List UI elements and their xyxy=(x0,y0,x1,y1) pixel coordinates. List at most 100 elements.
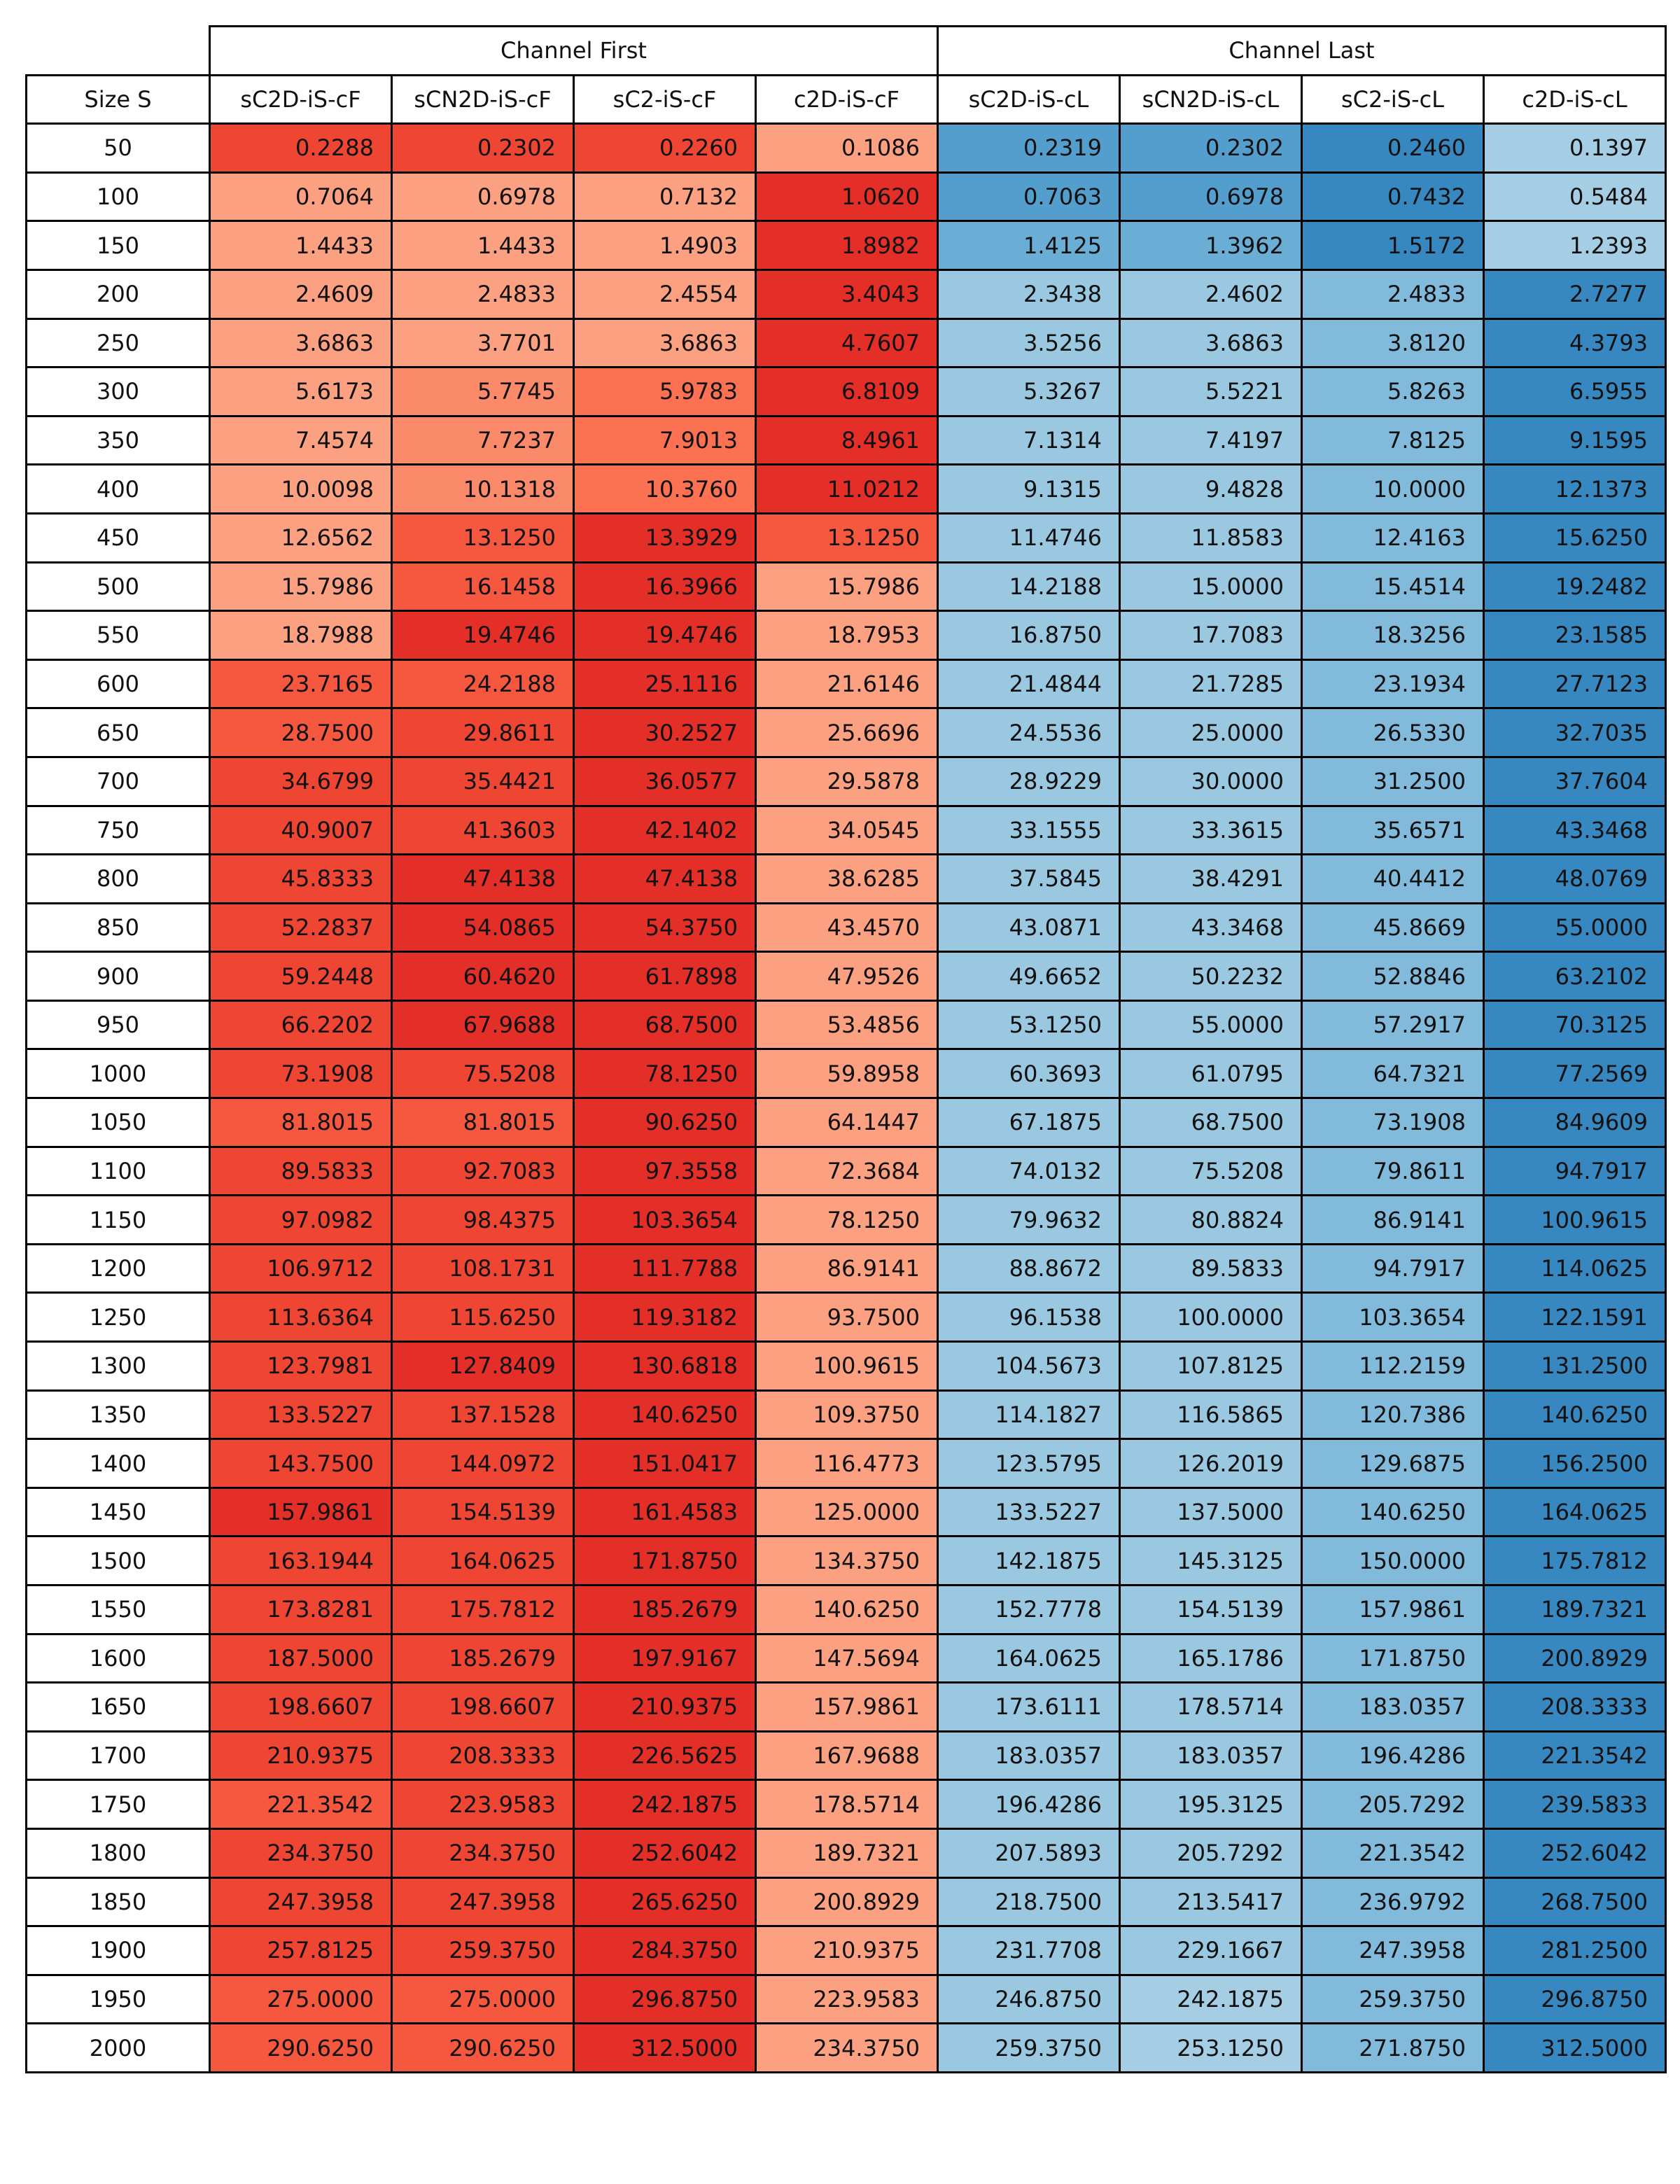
column-header: sC2D-iS-cF xyxy=(209,74,393,125)
value-cell: 9.1595 xyxy=(1483,414,1667,466)
value-cell: 55.0000 xyxy=(1119,999,1303,1051)
size-cell: 200 xyxy=(25,268,211,320)
size-cell: 1600 xyxy=(25,1632,211,1684)
table-row: 1450 157.9861 154.5139 161.4583 125.0000 133.… xyxy=(25,1486,1667,1538)
value-cell: 189.7321 xyxy=(1483,1584,1667,1635)
size-cell: 750 xyxy=(25,804,211,856)
value-cell: 231.7708 xyxy=(937,1925,1121,1976)
value-cell: 24.5536 xyxy=(937,707,1121,758)
value-cell: 114.1827 xyxy=(937,1389,1121,1441)
value-cell: 268.7500 xyxy=(1483,1876,1667,1928)
value-cell: 200.8929 xyxy=(1483,1632,1667,1684)
value-cell: 100.9615 xyxy=(1483,1194,1667,1245)
value-cell: 3.6863 xyxy=(1119,317,1303,369)
value-cell: 123.5795 xyxy=(937,1438,1121,1489)
value-cell: 221.3542 xyxy=(1301,1827,1485,1879)
value-cell: 18.7953 xyxy=(755,610,939,661)
value-cell: 259.3750 xyxy=(937,2022,1121,2073)
value-cell: 35.4421 xyxy=(391,755,575,807)
value-cell: 10.1318 xyxy=(391,463,575,514)
value-cell: 12.6562 xyxy=(209,512,393,564)
value-cell: 2.4833 xyxy=(1301,268,1485,320)
value-cell: 93.7500 xyxy=(755,1292,939,1343)
table-row: 1150 97.0982 98.4375 103.3654 78.1250 79.9632… xyxy=(25,1194,1667,1245)
size-cell: 1150 xyxy=(25,1194,211,1245)
table-row: 700 34.6799 35.4421 36.0577 29.5878 28.9229 30… xyxy=(25,755,1667,807)
value-cell: 33.3615 xyxy=(1119,804,1303,856)
value-cell: 24.2188 xyxy=(391,658,575,710)
value-cell: 16.3966 xyxy=(573,561,757,612)
value-cell: 45.8669 xyxy=(1301,902,1485,953)
value-cell: 143.7500 xyxy=(209,1438,393,1489)
value-cell: 25.1116 xyxy=(573,658,757,710)
value-cell: 61.7898 xyxy=(573,951,757,1002)
value-cell: 5.6173 xyxy=(209,366,393,417)
value-cell: 4.3793 xyxy=(1483,317,1667,369)
value-cell: 242.1875 xyxy=(573,1779,757,1830)
size-cell: 100 xyxy=(25,171,211,223)
value-cell: 200.8929 xyxy=(755,1876,939,1928)
value-cell: 86.9141 xyxy=(1301,1194,1485,1245)
size-cell: 700 xyxy=(25,755,211,807)
table-row: 1000 73.1908 75.5208 78.1250 59.8958 60.3693 6… xyxy=(25,1048,1667,1100)
group-header-channel-first: Channel First xyxy=(209,25,939,76)
column-header: sCN2D-iS-cF xyxy=(391,74,575,125)
size-cell: 950 xyxy=(25,999,211,1051)
value-cell: 50.2232 xyxy=(1119,951,1303,1002)
value-cell: 2.4554 xyxy=(573,268,757,320)
table-row: 1300 123.7981 127.8409 130.6818 100.9615 104.… xyxy=(25,1340,1667,1392)
value-cell: 42.1402 xyxy=(573,804,757,856)
table-row: 1400 143.7500 144.0972 151.0417 116.4773 123.… xyxy=(25,1438,1667,1489)
value-cell: 226.5625 xyxy=(573,1730,757,1782)
value-cell: 57.2917 xyxy=(1301,999,1485,1051)
table-row: 100 0.7064 0.6978 0.7132 1.0620 0.7063 0.6978 0… xyxy=(25,171,1667,223)
value-cell: 9.1315 xyxy=(937,463,1121,514)
value-cell: 7.7237 xyxy=(391,414,575,466)
value-cell: 290.6250 xyxy=(391,2022,575,2073)
value-cell: 140.6250 xyxy=(755,1584,939,1635)
value-cell: 1.4433 xyxy=(209,220,393,271)
value-cell: 3.6863 xyxy=(573,317,757,369)
value-cell: 59.2448 xyxy=(209,951,393,1002)
value-cell: 1.2393 xyxy=(1483,220,1667,271)
value-cell: 253.1250 xyxy=(1119,2022,1303,2073)
value-cell: 28.9229 xyxy=(937,755,1121,807)
size-cell: 150 xyxy=(25,220,211,271)
value-cell: 130.6818 xyxy=(573,1340,757,1392)
size-cell: 800 xyxy=(25,853,211,904)
value-cell: 43.3468 xyxy=(1483,804,1667,856)
value-cell: 189.7321 xyxy=(755,1827,939,1879)
value-cell: 0.7064 xyxy=(209,171,393,223)
value-cell: 15.6250 xyxy=(1483,512,1667,564)
value-cell: 205.7292 xyxy=(1301,1779,1485,1830)
size-cell: 1400 xyxy=(25,1438,211,1489)
value-cell: 137.1528 xyxy=(391,1389,575,1441)
value-cell: 7.4574 xyxy=(209,414,393,466)
table-row: 1100 89.5833 92.7083 97.3558 72.3684 74.0132 7… xyxy=(25,1145,1667,1197)
value-cell: 1.8982 xyxy=(755,220,939,271)
value-cell: 175.7812 xyxy=(1483,1535,1667,1586)
value-cell: 1.3962 xyxy=(1119,220,1303,271)
value-cell: 11.8583 xyxy=(1119,512,1303,564)
value-cell: 147.5694 xyxy=(755,1632,939,1684)
value-cell: 208.3333 xyxy=(1483,1681,1667,1732)
value-cell: 1.4903 xyxy=(573,220,757,271)
value-cell: 156.2500 xyxy=(1483,1438,1667,1489)
value-cell: 154.5139 xyxy=(1119,1584,1303,1635)
value-cell: 70.3125 xyxy=(1483,999,1667,1051)
value-cell: 3.6863 xyxy=(209,317,393,369)
value-cell: 171.8750 xyxy=(573,1535,757,1586)
table-row: 250 3.6863 3.7701 3.6863 4.7607 3.5256 3.6863 3… xyxy=(25,317,1667,369)
value-cell: 94.7917 xyxy=(1483,1145,1667,1197)
value-cell: 125.0000 xyxy=(755,1486,939,1538)
value-cell: 151.0417 xyxy=(573,1438,757,1489)
value-cell: 234.3750 xyxy=(391,1827,575,1879)
value-cell: 234.3750 xyxy=(755,2022,939,2073)
value-cell: 178.5714 xyxy=(755,1779,939,1830)
value-cell: 3.7701 xyxy=(391,317,575,369)
value-cell: 0.6978 xyxy=(1119,171,1303,223)
size-cell: 850 xyxy=(25,902,211,953)
table-row: 600 23.7165 24.2188 25.1116 21.6146 21.4844 21… xyxy=(25,658,1667,710)
value-cell: 183.0357 xyxy=(937,1730,1121,1782)
value-cell: 41.3603 xyxy=(391,804,575,856)
